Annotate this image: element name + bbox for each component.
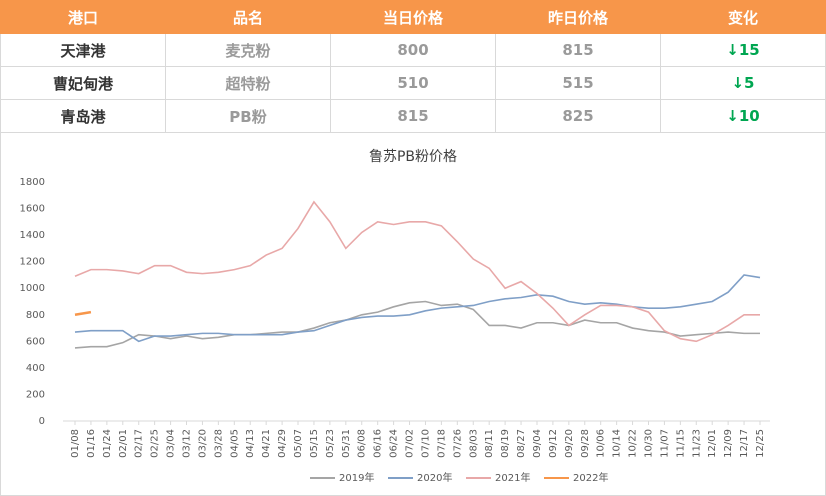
x-tick-label: 03/20 [197,429,208,458]
x-tick-label: 04/21 [261,429,272,458]
x-tick-label: 03/28 [213,429,224,458]
row: 天津港 麦克粉 800 815 ↓15 [0,33,826,67]
y-tick-label: 1000 [20,283,45,294]
cell: ↓5 [660,66,826,100]
x-tick-label: 10/14 [612,429,623,458]
cell: 曹妃甸港 [0,66,166,100]
x-tick-label: 08/27 [516,429,527,458]
price-table: 港口 品名 当日价格 昨日价格 变化 天津港 麦克粉 800 815 ↓15 曹… [0,0,826,133]
x-tick-label: 01/24 [102,429,113,458]
y-tick-label: 600 [26,336,45,347]
header-cell: 品名 [165,0,331,34]
x-tick-label: 10/22 [628,429,639,458]
x-tick-label: 11/07 [659,429,670,458]
x-tick-label: 07/26 [452,429,463,458]
x-tick-label: 01/16 [86,429,97,458]
chart-title: 鲁苏PB粉价格 [369,149,457,165]
legend-label: 2019年 [339,471,374,484]
cell: 815 [330,99,496,133]
x-tick-label: 12/09 [723,429,734,458]
header-cell: 港口 [0,0,166,34]
legend-label: 2022年 [573,471,608,484]
series-line [74,310,92,317]
x-tick-label: 09/20 [564,429,575,458]
x-tick-label: 09/04 [532,429,543,458]
x-tick-label: 12/25 [755,429,766,458]
series-line [74,300,760,349]
x-tick-label: 05/31 [341,429,352,458]
x-tick-label: 01/08 [70,429,81,458]
x-tick-label: 05/07 [293,429,304,458]
cell: 青岛港 [0,99,166,133]
cell: 815 [495,33,661,67]
chart: 鲁苏PB粉价格 0 200 400 600 800 1000 1200 1400 1600 180… [0,132,826,496]
x-tick-label: 02/25 [150,429,161,458]
y-tick-label: 1800 [20,177,45,188]
series-line [74,200,760,343]
x-tick-label: 07/02 [405,429,416,458]
cell: 麦克粉 [165,33,331,67]
header-row: 港口 品名 当日价格 昨日价格 变化 [0,0,826,34]
x-tick-label: 07/18 [436,429,447,458]
x-tick-label: 04/05 [229,429,240,458]
x-tick-label: 08/03 [468,429,479,458]
row: 青岛港 PB粉 815 825 ↓10 [0,99,826,133]
x-tick-label: 11/15 [675,429,686,458]
y-tick-label: 1400 [20,230,45,241]
y-tick-label: 0 [39,416,45,427]
y-tick-label: 400 [26,363,45,374]
x-tick-label: 10/06 [596,429,607,458]
x-tick-label: 08/11 [484,429,495,458]
x-tick-label: 02/01 [118,429,129,458]
cell: 515 [495,66,661,100]
y-tick-label: 800 [26,310,45,321]
cell: 800 [330,33,496,67]
x-tick-label: 11/23 [691,429,702,458]
cell: PB粉 [165,99,331,133]
legend-label: 2021年 [495,471,530,484]
y-tick-label: 200 [26,389,45,400]
x-tick-label: 04/29 [277,429,288,458]
series-line [74,274,761,343]
cell: ↓10 [660,99,826,133]
header-cell: 变化 [660,0,826,34]
x-tick-label: 05/23 [325,429,336,458]
cell: ↓15 [660,33,826,67]
legend-label: 2020年 [417,471,452,484]
x-tick-label: 09/28 [580,429,591,458]
x-tick-label: 06/24 [389,429,400,458]
x-tick-label: 05/15 [309,429,320,458]
header-cell: 昨日价格 [495,0,661,34]
y-tick-label: 1600 [20,204,45,215]
cell: 超特粉 [165,66,331,100]
x-tick-label: 10/30 [643,429,654,458]
x-tick-label: 03/04 [166,429,177,458]
header-cell: 当日价格 [330,0,496,34]
x-tick-label: 06/08 [357,429,368,458]
x-tick-label: 07/10 [420,429,431,458]
x-tick-label: 12/01 [707,429,718,458]
cell: 825 [495,99,661,133]
x-tick-label: 12/17 [739,429,750,458]
x-tick-label: 06/16 [373,429,384,458]
x-tick-label: 08/19 [500,429,511,458]
y-tick-label: 1200 [20,257,45,268]
cell: 天津港 [0,33,166,67]
x-tick-label: 04/13 [245,429,256,458]
cell: 510 [330,66,496,100]
row: 曹妃甸港 超特粉 510 515 ↓5 [0,66,826,100]
x-tick-label: 09/12 [548,429,559,458]
x-tick-label: 02/17 [134,429,145,458]
x-tick-label: 03/12 [182,429,193,458]
